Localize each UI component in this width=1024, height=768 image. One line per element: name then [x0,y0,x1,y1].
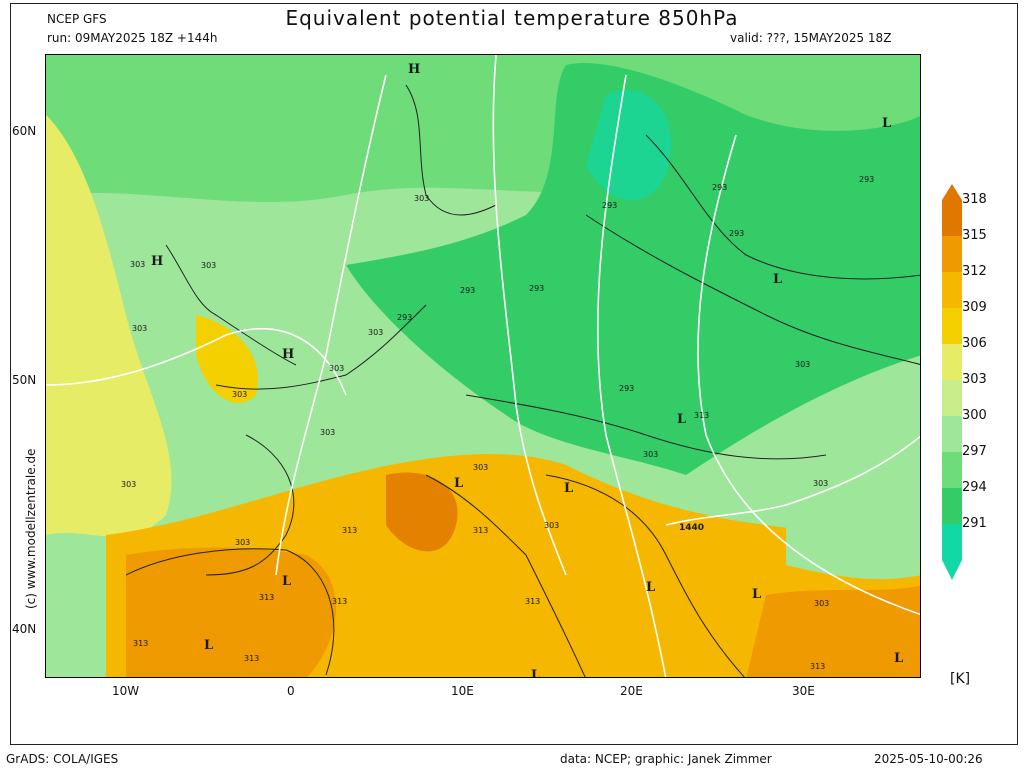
legend-value: 300 [962,408,987,423]
legend-value: 306 [962,336,987,351]
legend-swatch [942,452,962,488]
contour-label: 313 [525,597,540,606]
contour-label: 303 [130,260,145,269]
model-label: NCEP GFS [47,12,107,26]
legend-value: 303 [962,372,987,387]
low-label: L [564,481,573,496]
legend-top-arrow [942,184,962,200]
high-label: H [151,254,163,269]
low-label: L [882,116,891,131]
legend-swatch [942,488,962,524]
contour-label: 313 [244,654,259,663]
contour-label: 303 [121,480,136,489]
contour-label: 313 [473,526,488,535]
low-label: L [773,272,782,287]
contour-label: 303 [414,194,429,203]
height-contour-label: 1440 [679,523,704,533]
legend-swatch [942,272,962,308]
lat-tick-40n: 40N [12,622,37,636]
contour-label: 303 [813,479,828,488]
color-legend [942,184,962,580]
contour-labels: H H H L L L L L L L L L L L 303 303 303 … [121,62,903,678]
legend-value: 318 [962,192,987,207]
legend-bottom-arrow [942,560,962,580]
lon-tick-0: 0 [287,684,295,698]
low-label: L [646,580,655,595]
contour-label: 303 [132,324,147,333]
contour-label: 303 [201,261,216,270]
contour-label: 293 [602,201,617,210]
contour-label: 293 [529,284,544,293]
legend-swatch [942,236,962,272]
plot-frame [10,3,1018,745]
contour-label: 293 [619,384,634,393]
contour-label: 313 [133,639,148,648]
contour-label: 293 [712,183,727,192]
run-label: run: 09MAY2025 18Z +144h [47,31,218,45]
legend-swatch [942,344,962,380]
grads-credit: GrADS: COLA/IGES [6,752,119,766]
low-label: L [282,574,291,589]
contour-label: 303 [643,450,658,459]
legend-value: 297 [962,444,987,459]
contour-label: 293 [729,229,744,238]
contour-label: 303 [329,364,344,373]
legend-swatch [942,524,962,560]
legend-value: 309 [962,300,987,315]
low-label: L [894,651,903,666]
contour-label: 303 [795,360,810,369]
data-credit: data: NCEP; graphic: Janek Zimmer [560,752,772,766]
theta-e-map: H H H L L L L L L L L L L L 303 303 303 … [46,55,920,678]
legend-swatch [942,380,962,416]
legend-value: 315 [962,228,987,243]
legend-value: 291 [962,516,987,531]
low-label: L [677,412,686,427]
low-label: L [531,668,540,678]
contour-label: 313 [810,662,825,671]
contour-label: 303 [544,521,559,530]
contour-label: 313 [694,411,709,420]
legend-unit: [K] [950,671,971,687]
contour-label: 293 [460,286,475,295]
valid-label: valid: ???, 15MAY2025 18Z [730,31,892,45]
map-area: H H H L L L L L L L L L L L 303 303 303 … [45,54,921,678]
lon-tick-30e: 30E [792,684,815,698]
contour-label: 313 [259,593,274,602]
contour-label: 303 [232,390,247,399]
high-label: H [282,347,294,362]
chart-title: Equivalent potential temperature 850hPa [285,6,739,30]
contour-label: 313 [332,597,347,606]
legend-swatch [942,416,962,452]
lat-tick-50n: 50N [12,373,37,387]
contour-label: 303 [814,599,829,608]
contour-label: 303 [473,463,488,472]
lon-tick-10e: 10E [451,684,474,698]
legend-swatch [942,200,962,236]
low-label: L [752,587,761,602]
high-label: H [408,62,420,77]
lon-tick-10w: 10W [112,684,140,698]
lon-tick-20e: 20E [620,684,643,698]
legend-swatch [942,308,962,344]
contour-label: 303 [368,328,383,337]
low-label: L [454,476,463,491]
site-credit: (c) www.modellzentrale.de [24,448,38,609]
contour-label: 303 [235,538,250,547]
legend-value: 294 [962,480,987,495]
legend-value: 312 [962,264,987,279]
contour-label: 293 [397,313,412,322]
lat-tick-60n: 60N [12,124,37,138]
contour-label: 313 [342,526,357,535]
contour-label: 293 [859,175,874,184]
low-label: L [204,638,213,653]
timestamp: 2025-05-10-00:26 [874,752,983,766]
contour-label: 303 [320,428,335,437]
